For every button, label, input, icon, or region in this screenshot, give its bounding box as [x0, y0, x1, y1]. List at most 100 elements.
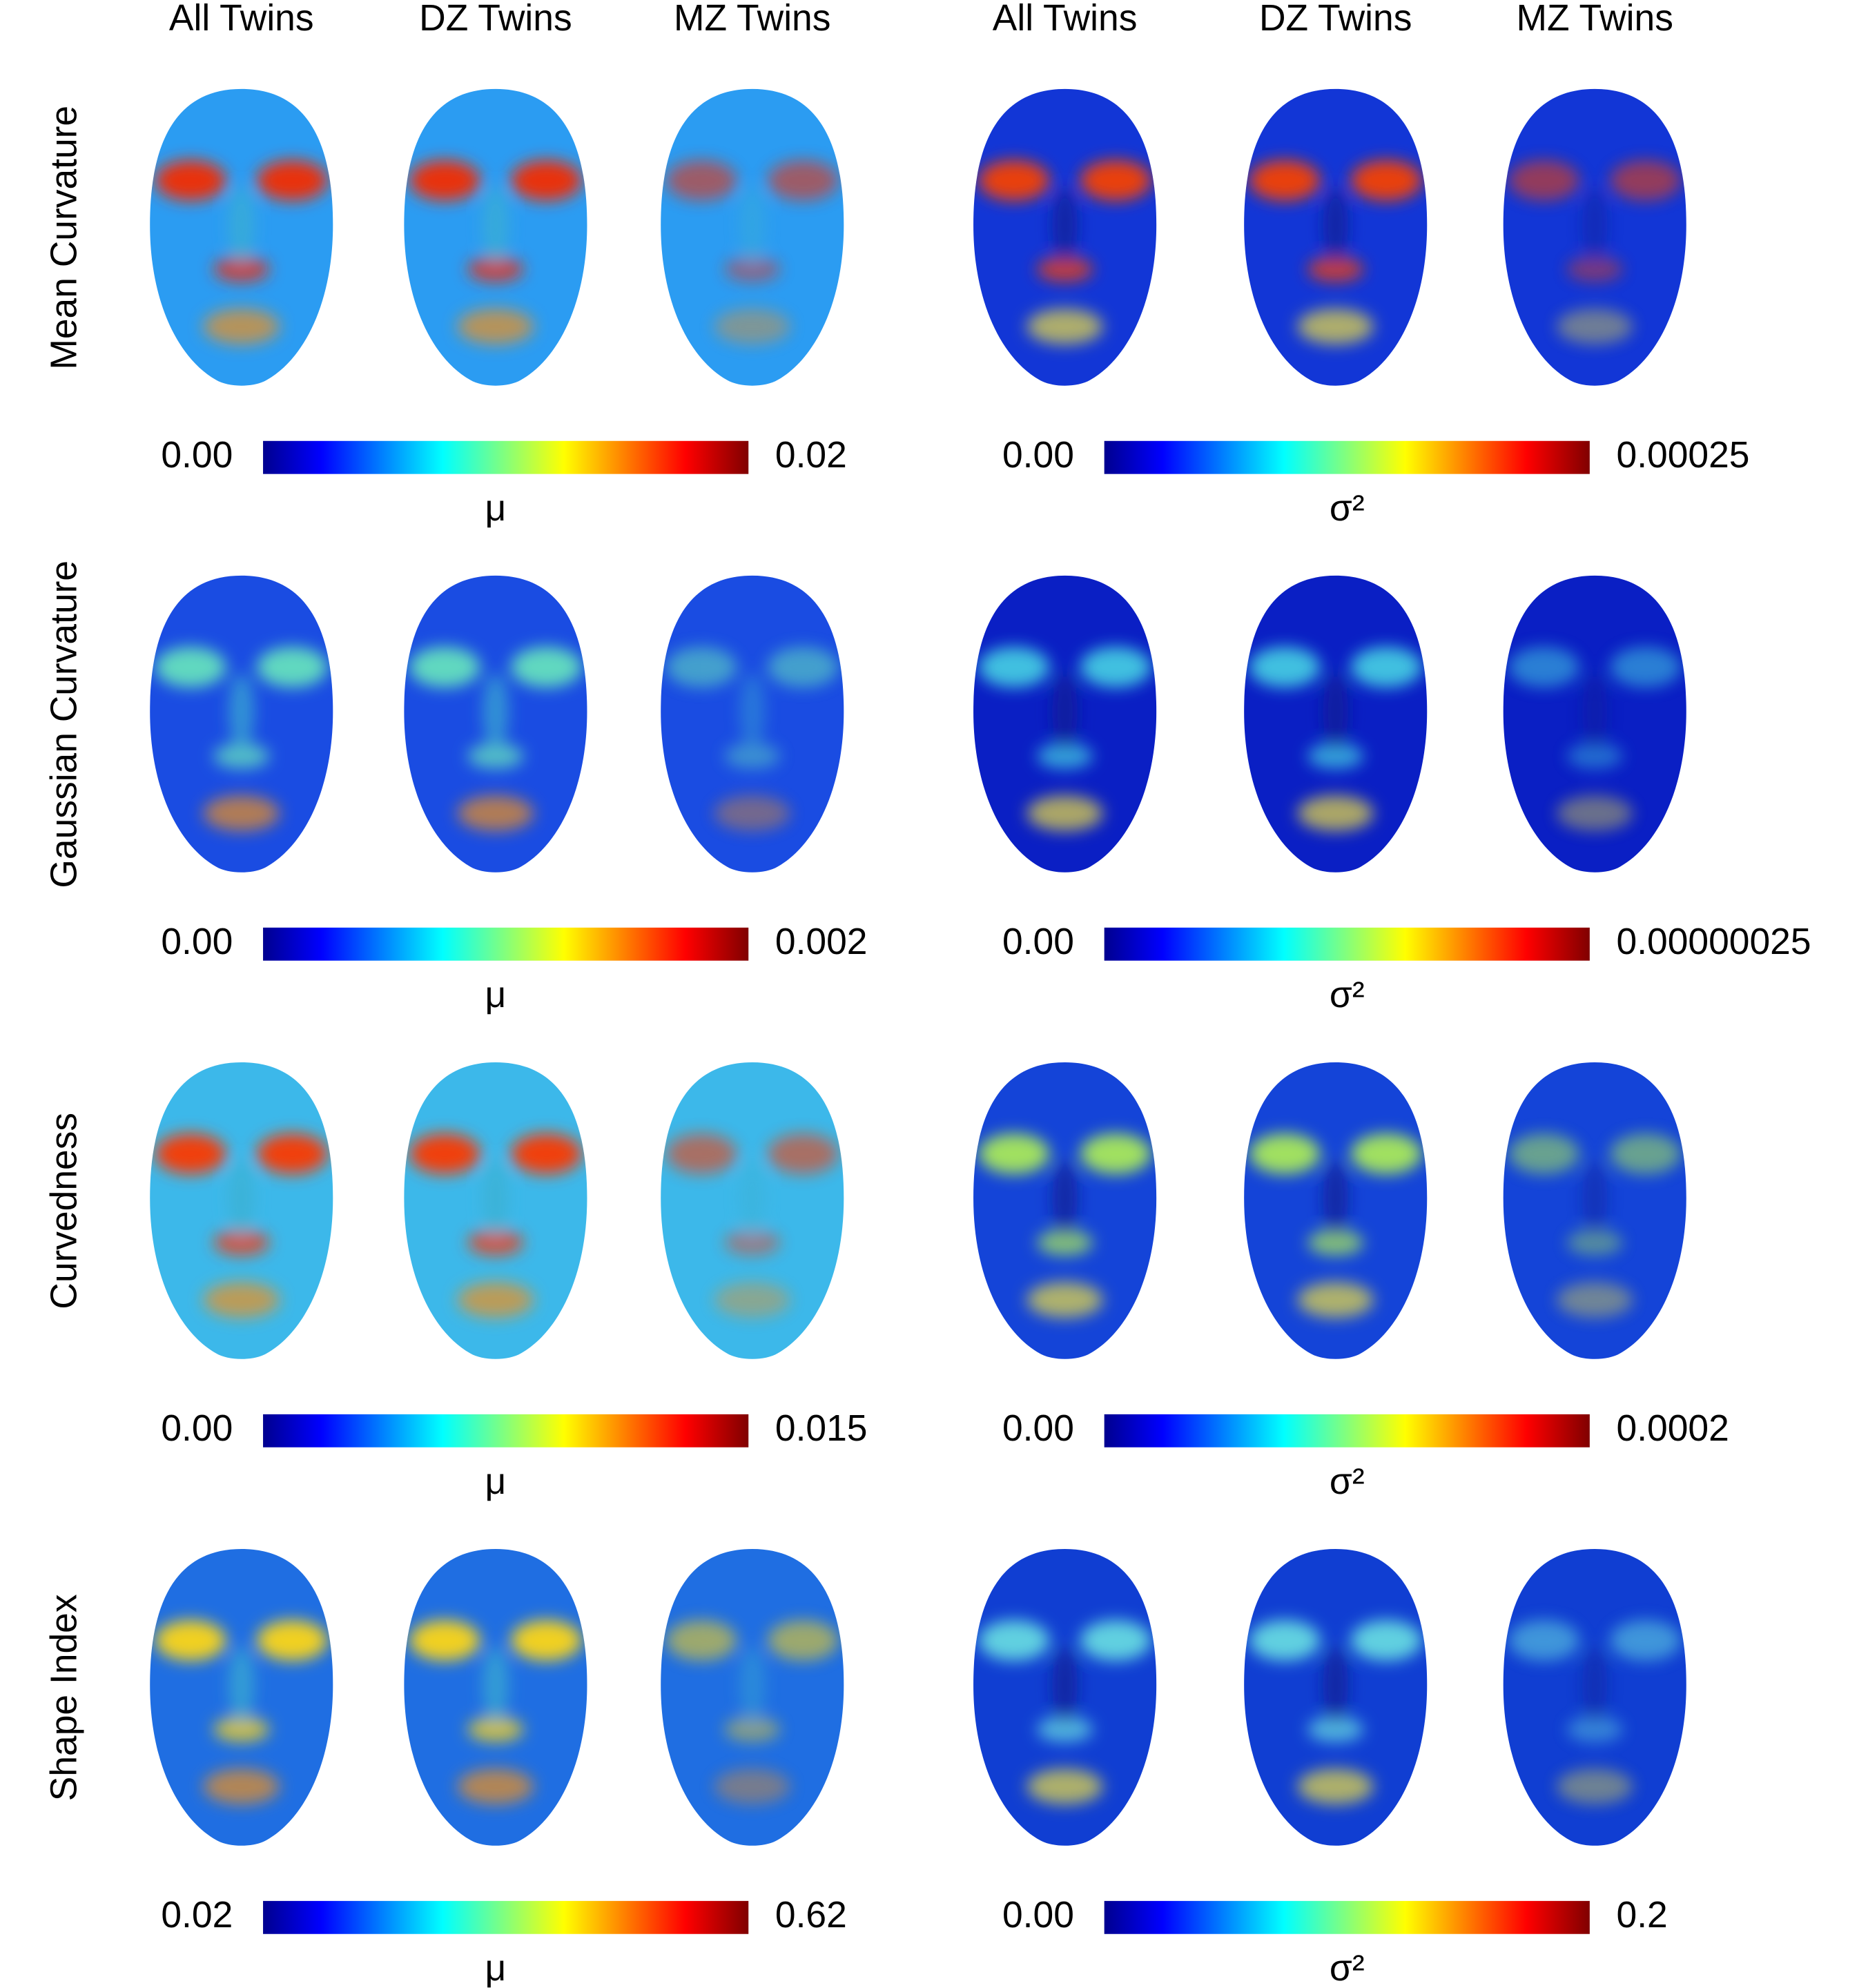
face-features	[978, 1133, 1151, 1318]
face-map	[1503, 575, 1686, 873]
face-map	[973, 1062, 1157, 1359]
face-map	[1503, 1062, 1686, 1359]
feature-blob	[409, 159, 480, 201]
feature-blob	[978, 1133, 1050, 1174]
feature-blob	[1582, 673, 1608, 750]
colorbar-min: 0.00	[161, 435, 233, 476]
feature-blob	[467, 1716, 524, 1742]
colorbar-symbol: μ	[485, 488, 507, 529]
feature-blob	[1582, 1646, 1608, 1724]
feature-blob	[228, 1160, 255, 1237]
colorbar-symbol: μ	[485, 975, 507, 1015]
feature-blob	[1323, 673, 1349, 750]
feature-blob	[1508, 646, 1580, 688]
face-features	[978, 159, 1151, 344]
feature-blob	[1508, 1620, 1580, 1661]
feature-blob	[155, 1620, 226, 1661]
feature-blob	[1249, 1620, 1321, 1661]
feature-blob	[213, 1716, 270, 1742]
feature-blob	[457, 795, 534, 831]
feature-blob	[203, 309, 280, 344]
feature-blob	[1307, 743, 1364, 769]
face-features	[1249, 1620, 1422, 1804]
face-map	[1244, 1062, 1428, 1359]
feature-blob	[155, 159, 226, 201]
colorbar-min: 0.00	[1002, 1408, 1074, 1449]
face-features	[665, 646, 839, 831]
feature-blob	[483, 186, 509, 264]
row-label: Gaussian Curvature	[43, 561, 84, 888]
feature-blob	[724, 1716, 781, 1742]
colorbar-max: 0.00025	[1617, 435, 1750, 476]
face-features	[1508, 1133, 1682, 1318]
face-features	[665, 159, 839, 344]
feature-blob	[724, 256, 781, 282]
face-map	[404, 88, 587, 386]
feature-blob	[511, 1620, 583, 1661]
face-features	[409, 159, 583, 344]
face-map	[973, 88, 1157, 386]
feature-blob	[1249, 159, 1321, 201]
feature-blob	[767, 646, 839, 688]
column-header: MZ Twins	[674, 0, 830, 39]
colorbar-symbol: σ²	[1330, 488, 1365, 529]
feature-blob	[155, 646, 226, 688]
face-map	[973, 1548, 1157, 1846]
feature-blob	[665, 159, 737, 201]
feature-blob	[511, 159, 583, 201]
face-map	[404, 1548, 587, 1846]
feature-blob	[203, 1282, 280, 1318]
row-label: Shape Index	[43, 1594, 84, 1801]
feature-blob	[457, 1282, 534, 1318]
face-map	[973, 575, 1157, 873]
feature-blob	[1557, 1282, 1633, 1318]
feature-blob	[714, 1768, 790, 1804]
feature-blob	[739, 186, 766, 264]
face-map	[661, 88, 844, 386]
face-features	[665, 1133, 839, 1318]
colorbar-min: 0.00	[1002, 435, 1074, 476]
feature-blob	[767, 1620, 839, 1661]
face-features	[155, 646, 328, 831]
colorbar	[1104, 440, 1590, 474]
colorbar	[1104, 927, 1590, 961]
face-map	[150, 1062, 333, 1359]
feature-blob	[1307, 1716, 1364, 1742]
face-features	[1249, 1133, 1422, 1318]
feature-blob	[1582, 1160, 1608, 1237]
colorbar	[263, 927, 749, 961]
face-map	[150, 1548, 333, 1846]
feature-blob	[739, 1646, 766, 1724]
feature-blob	[1027, 795, 1103, 831]
colorbar-max: 0.2	[1617, 1895, 1668, 1936]
colorbar-max: 0.62	[775, 1895, 847, 1936]
face-map	[150, 575, 333, 873]
feature-blob	[1297, 1768, 1374, 1804]
column-header: DZ Twins	[1259, 0, 1412, 39]
face-features	[155, 159, 328, 344]
face-map	[1503, 88, 1686, 386]
feature-blob	[665, 1133, 737, 1174]
feature-blob	[511, 646, 583, 688]
column-header: MZ Twins	[1517, 0, 1673, 39]
face-features	[978, 646, 1151, 831]
feature-blob	[739, 1160, 766, 1237]
feature-blob	[457, 1768, 534, 1804]
feature-blob	[256, 1133, 328, 1174]
feature-blob	[1350, 646, 1422, 688]
feature-blob	[1350, 1620, 1422, 1661]
feature-blob	[1566, 743, 1623, 769]
feature-blob	[228, 1646, 255, 1724]
colorbar	[1104, 1900, 1590, 1934]
feature-blob	[767, 1133, 839, 1174]
colorbar-max: 0.00000025	[1617, 922, 1811, 962]
colorbar	[1104, 1414, 1590, 1448]
feature-blob	[724, 743, 781, 769]
feature-blob	[1508, 1133, 1580, 1174]
feature-blob	[1508, 159, 1580, 201]
feature-blob	[1610, 159, 1682, 201]
feature-blob	[665, 1620, 737, 1661]
feature-blob	[1052, 186, 1078, 264]
face-features	[409, 646, 583, 831]
feature-blob	[978, 159, 1050, 201]
